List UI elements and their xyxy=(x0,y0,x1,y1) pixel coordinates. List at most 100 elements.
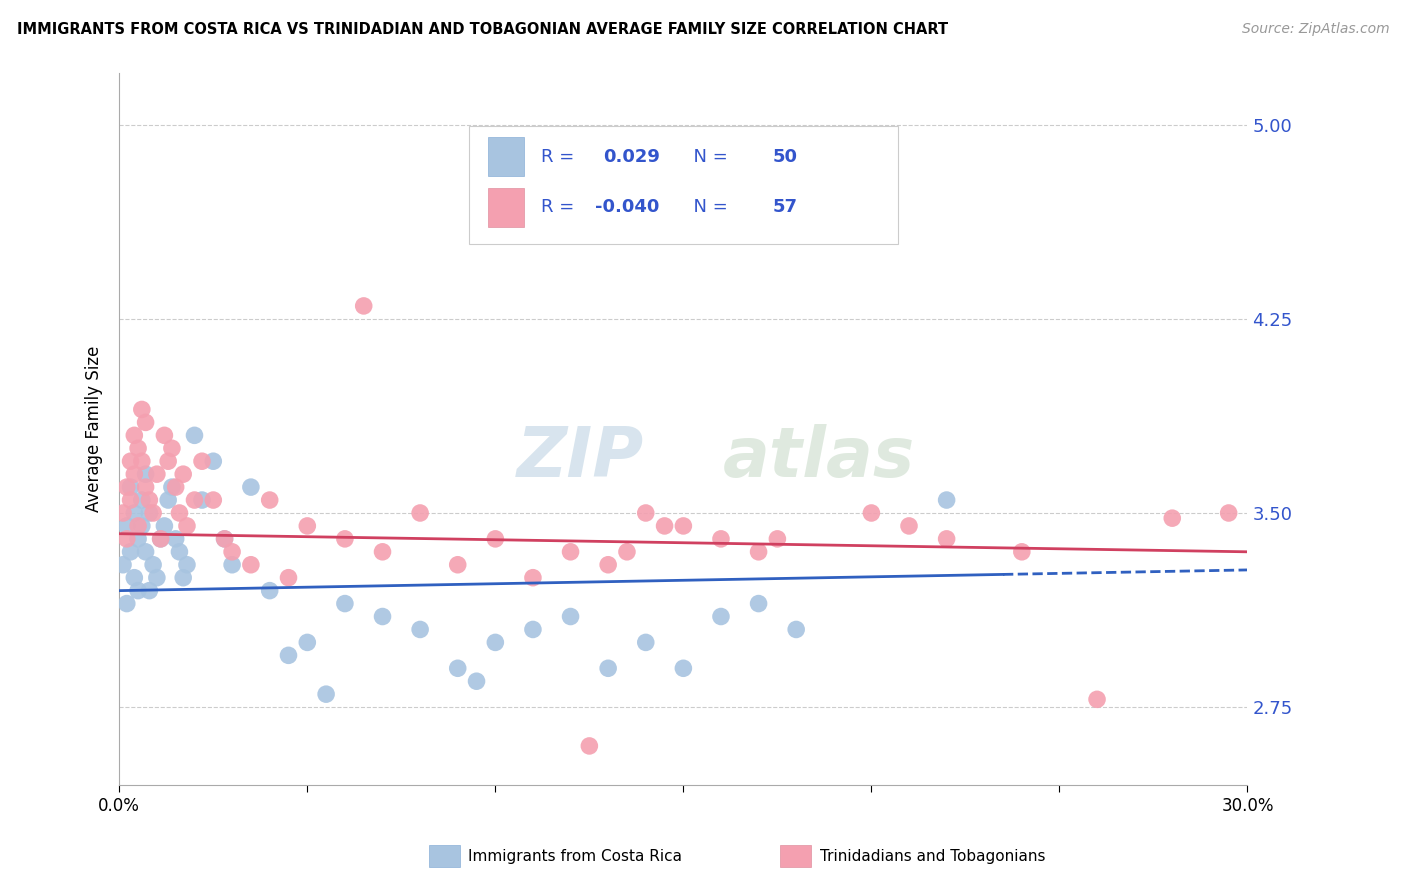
Point xyxy=(124,428,146,442)
Point xyxy=(672,519,695,533)
Point xyxy=(214,532,236,546)
Point xyxy=(157,493,180,508)
Point xyxy=(221,545,243,559)
Point xyxy=(131,493,153,508)
Text: Trinidadians and Tobagonians: Trinidadians and Tobagonians xyxy=(820,849,1045,863)
Point xyxy=(124,467,146,482)
Point xyxy=(112,558,135,572)
Point xyxy=(634,635,657,649)
Point xyxy=(120,545,142,559)
Point xyxy=(153,519,176,533)
Point xyxy=(131,454,153,468)
Point xyxy=(748,545,770,559)
Text: 57: 57 xyxy=(772,198,797,217)
Text: Immigrants from Costa Rica: Immigrants from Costa Rica xyxy=(468,849,682,863)
Point xyxy=(484,532,506,546)
Point xyxy=(371,609,394,624)
Point xyxy=(409,623,432,637)
Text: Source: ZipAtlas.com: Source: ZipAtlas.com xyxy=(1241,22,1389,37)
Point xyxy=(1085,692,1108,706)
Point xyxy=(297,635,319,649)
Point xyxy=(560,545,582,559)
Point xyxy=(333,597,356,611)
Point xyxy=(127,519,149,533)
Point xyxy=(598,661,620,675)
Point xyxy=(127,583,149,598)
Point xyxy=(176,519,198,533)
Text: atlas: atlas xyxy=(723,424,915,491)
Text: 50: 50 xyxy=(772,148,797,166)
Point xyxy=(578,739,600,753)
Point xyxy=(191,493,214,508)
Point xyxy=(120,493,142,508)
Point xyxy=(115,480,138,494)
Point xyxy=(447,558,470,572)
Point xyxy=(135,467,157,482)
Point xyxy=(672,661,695,675)
Point xyxy=(138,493,160,508)
Point xyxy=(183,428,205,442)
Point xyxy=(124,571,146,585)
FancyBboxPatch shape xyxy=(488,188,524,227)
Point xyxy=(157,454,180,468)
Text: 0.029: 0.029 xyxy=(603,148,661,166)
Point xyxy=(115,532,138,546)
Point xyxy=(127,532,149,546)
Point xyxy=(616,545,638,559)
Point xyxy=(239,558,262,572)
Point xyxy=(131,402,153,417)
Point xyxy=(131,519,153,533)
Point xyxy=(142,558,165,572)
Point xyxy=(120,480,142,494)
Point xyxy=(149,532,172,546)
Point xyxy=(138,506,160,520)
Point xyxy=(710,609,733,624)
Point xyxy=(191,454,214,468)
FancyBboxPatch shape xyxy=(470,127,897,244)
Point xyxy=(239,480,262,494)
Text: R =: R = xyxy=(541,148,586,166)
Point xyxy=(202,493,225,508)
Point xyxy=(127,442,149,456)
Point xyxy=(115,597,138,611)
Point xyxy=(221,558,243,572)
Point xyxy=(149,532,172,546)
Point xyxy=(277,648,299,663)
Point xyxy=(654,519,676,533)
Point xyxy=(120,454,142,468)
Point xyxy=(333,532,356,546)
Point xyxy=(598,558,620,572)
Point xyxy=(935,532,957,546)
Point xyxy=(165,480,187,494)
Point xyxy=(172,571,194,585)
Point xyxy=(710,532,733,546)
Point xyxy=(160,442,183,456)
Point xyxy=(522,623,544,637)
Point xyxy=(371,545,394,559)
Point xyxy=(785,623,807,637)
Point xyxy=(135,545,157,559)
Text: N =: N = xyxy=(682,198,734,217)
Text: -0.040: -0.040 xyxy=(595,198,659,217)
Point xyxy=(259,493,281,508)
Point xyxy=(447,661,470,675)
Point xyxy=(297,519,319,533)
Point xyxy=(766,532,789,546)
Point xyxy=(898,519,921,533)
Point xyxy=(124,506,146,520)
Point xyxy=(135,480,157,494)
Point xyxy=(176,558,198,572)
Point xyxy=(153,428,176,442)
Point xyxy=(522,571,544,585)
Point xyxy=(465,674,488,689)
Text: ZIP: ZIP xyxy=(516,424,644,491)
Point xyxy=(115,519,138,533)
Point xyxy=(165,532,187,546)
Point xyxy=(202,454,225,468)
FancyBboxPatch shape xyxy=(488,137,524,177)
Point xyxy=(169,506,191,520)
Point xyxy=(277,571,299,585)
Point xyxy=(409,506,432,520)
Point xyxy=(146,571,169,585)
Text: N =: N = xyxy=(682,148,734,166)
